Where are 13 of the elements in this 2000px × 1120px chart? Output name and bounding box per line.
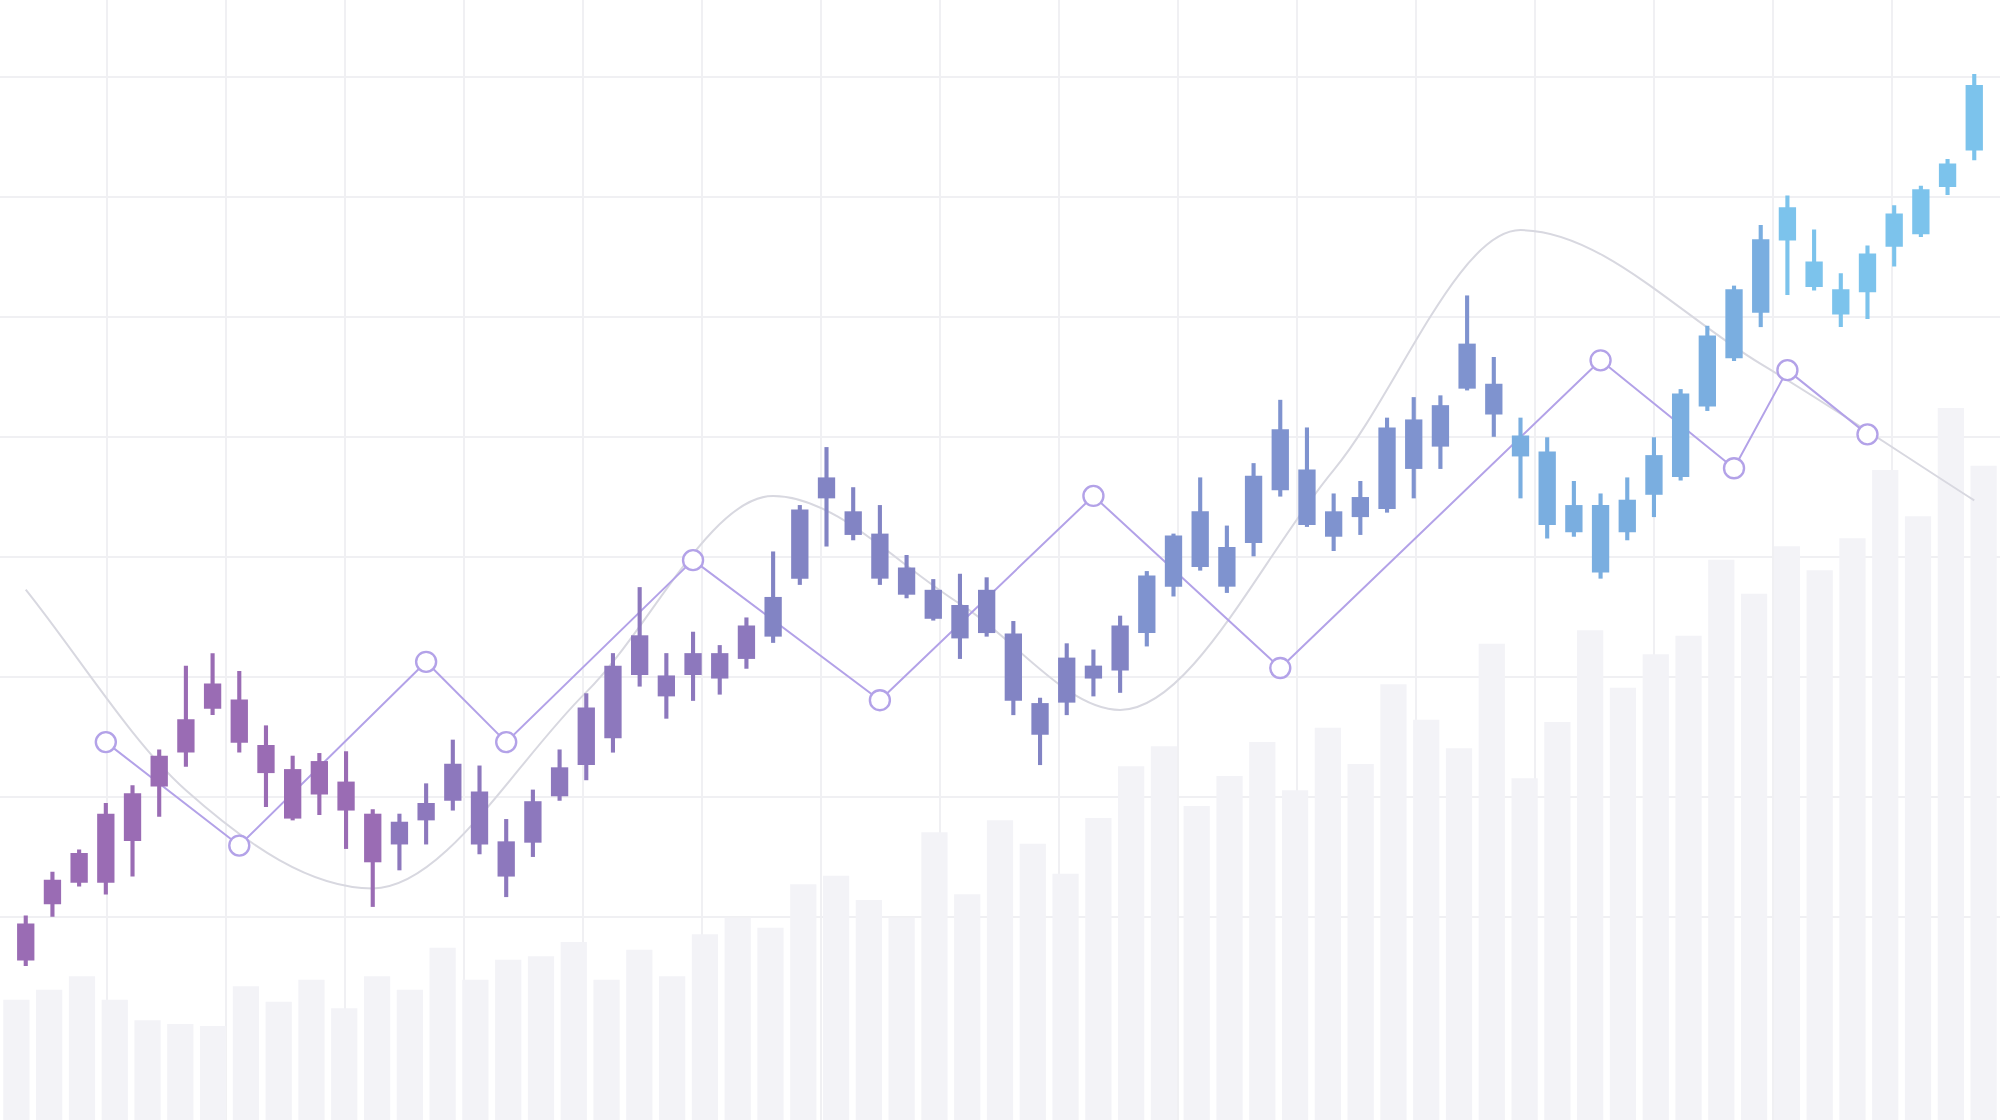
point: [228, 834, 251, 857]
point: [1082, 484, 1105, 508]
point: [1776, 358, 1799, 382]
point: [495, 730, 518, 754]
point: [94, 730, 118, 754]
point: [414, 650, 438, 674]
point: [1722, 457, 1746, 480]
point: [1589, 349, 1612, 372]
point: [868, 688, 892, 712]
point: [681, 548, 705, 572]
point: [1269, 656, 1292, 680]
point: [1856, 423, 1879, 446]
candlestick: [817, 447, 836, 547]
